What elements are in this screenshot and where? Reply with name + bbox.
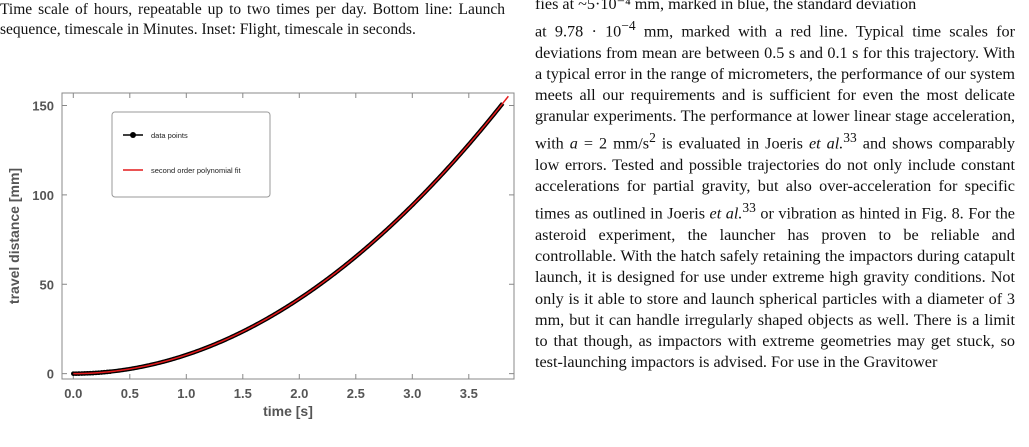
citation-link[interactable]: 33 — [742, 200, 756, 216]
y-axis-ticks: 0 50 100 150 — [32, 99, 514, 382]
y-axis-label: travel distance [mm] — [6, 168, 22, 304]
travel-distance-chart: 0.0 0.5 1.0 1.5 2.0 2.5 3.0 3.5 0 50 100 150 time … — [6, 92, 515, 419]
x-tick-label: 3.5 — [460, 386, 478, 401]
legend: data points second order polynomial fit — [111, 111, 271, 198]
body-text-column: fies at ~5·10⁻⁴ mm, marked in blue, the … — [535, 0, 1015, 373]
legend-label-fit: second order polynomial fit — [151, 166, 242, 175]
x-tick-label: 1.5 — [234, 386, 252, 401]
y-tick-label: 150 — [32, 99, 54, 114]
x-tick-label: 1.0 — [177, 386, 195, 401]
figure-column: Time scale of hours, repeatable up to tw… — [0, 0, 515, 447]
citation-link[interactable]: 33 — [843, 130, 857, 146]
y-tick-label: 50 — [40, 277, 54, 292]
x-tick-label: 0.0 — [64, 386, 82, 401]
x-tick-label: 2.0 — [290, 386, 308, 401]
body-paragraph: at 9.78 · 10−4 mm, marked with a red lin… — [535, 18, 1016, 372]
series-layer — [71, 95, 509, 376]
y-tick-label: 100 — [32, 188, 54, 203]
plot-frame — [61, 92, 515, 380]
x-tick-label: 3.0 — [403, 386, 421, 401]
legend-marker-data-points — [130, 132, 136, 138]
figure-caption-tail: Time scale of hours, repeatable up to tw… — [0, 1, 505, 38]
y-tick-label: 0 — [47, 367, 54, 382]
series-polynomial-fit — [73, 95, 509, 375]
x-axis-ticks: 0.0 0.5 1.0 1.5 2.0 2.5 3.0 3.5 — [64, 93, 478, 401]
body-top-fragment: fies at ~5·10⁻⁴ mm, marked in blue, the … — [535, 0, 917, 13]
x-tick-label: 0.5 — [121, 386, 139, 401]
legend-label-data-points: data points — [151, 131, 188, 140]
x-axis-label: time [s] — [263, 403, 313, 419]
x-tick-label: 2.5 — [347, 386, 365, 401]
legend-box — [111, 111, 271, 198]
